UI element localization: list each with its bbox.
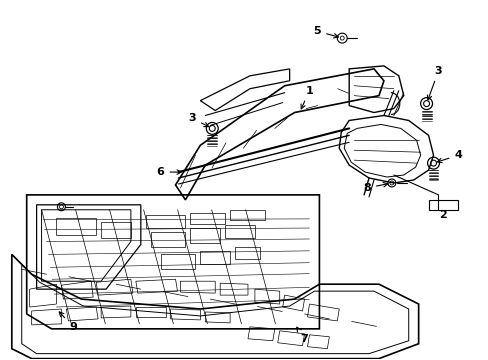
Text: 3: 3 xyxy=(188,113,208,127)
Text: 2: 2 xyxy=(439,210,447,220)
Text: 5: 5 xyxy=(313,26,338,38)
Text: 6: 6 xyxy=(156,167,181,177)
Text: 8: 8 xyxy=(363,183,387,193)
Text: 7: 7 xyxy=(296,327,308,344)
Text: 3: 3 xyxy=(427,66,442,100)
Text: 1: 1 xyxy=(301,86,313,109)
Text: 4: 4 xyxy=(436,150,461,163)
Text: 9: 9 xyxy=(59,312,77,332)
